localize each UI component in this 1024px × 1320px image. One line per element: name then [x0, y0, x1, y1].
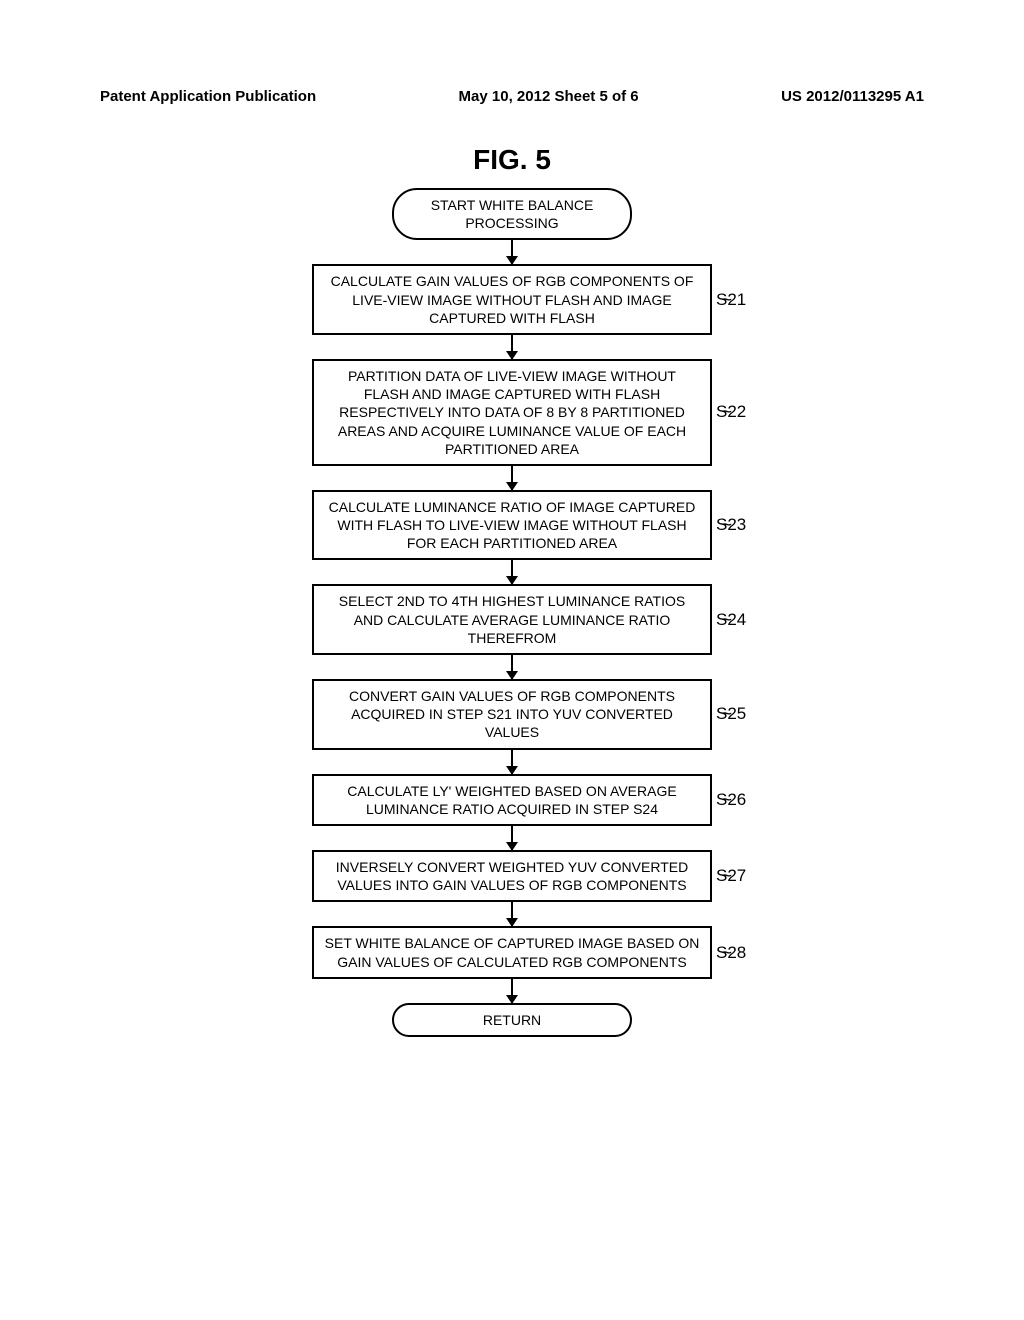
start-text: START WHITE BALANCEPROCESSING — [431, 197, 594, 231]
end-terminal: RETURN — [392, 1003, 632, 1037]
start-terminal: START WHITE BALANCEPROCESSING — [392, 188, 632, 240]
step-label-s21: S21 — [716, 290, 746, 310]
arrow — [511, 335, 513, 359]
process-text: SET WHITE BALANCE OF CAPTURED IMAGE BASE… — [325, 935, 700, 969]
arrow — [511, 655, 513, 679]
header-left: Patent Application Publication — [100, 88, 316, 105]
header-right: US 2012/0113295 A1 — [781, 88, 924, 105]
arrow — [511, 560, 513, 584]
process-s27: INVERSELY CONVERT WEIGHTED YUV CONVERTED… — [312, 850, 712, 902]
arrow — [511, 750, 513, 774]
step-wrapper-s26: CALCULATE LY' WEIGHTED BASED ON AVERAGE … — [272, 774, 752, 826]
header-center: May 10, 2012 Sheet 5 of 6 — [459, 88, 639, 105]
process-text: PARTITION DATA OF LIVE-VIEW IMAGE WITHOU… — [338, 368, 686, 457]
step-wrapper-s24: SELECT 2ND TO 4TH HIGHEST LUMINANCE RATI… — [272, 584, 752, 655]
step-label-s26: S26 — [716, 790, 746, 810]
step-label-s22: S22 — [716, 402, 746, 422]
process-s21: CALCULATE GAIN VALUES OF RGB COMPONENTS … — [312, 264, 712, 335]
process-s22: PARTITION DATA OF LIVE-VIEW IMAGE WITHOU… — [312, 359, 712, 466]
process-s24: SELECT 2ND TO 4TH HIGHEST LUMINANCE RATI… — [312, 584, 712, 655]
process-text: INVERSELY CONVERT WEIGHTED YUV CONVERTED… — [336, 859, 688, 893]
arrow — [511, 902, 513, 926]
flowchart: START WHITE BALANCEPROCESSING CALCULATE … — [272, 188, 752, 1037]
arrow — [511, 826, 513, 850]
process-s28: SET WHITE BALANCE OF CAPTURED IMAGE BASE… — [312, 926, 712, 978]
end-text: RETURN — [483, 1012, 541, 1028]
step-wrapper-s23: CALCULATE LUMINANCE RATIO OF IMAGE CAPTU… — [272, 490, 752, 561]
step-label-s25: S25 — [716, 704, 746, 724]
step-label-s28: S28 — [716, 943, 746, 963]
patent-header: Patent Application Publication May 10, 2… — [0, 88, 1024, 105]
process-s25: CONVERT GAIN VALUES OF RGB COMPONENTS AC… — [312, 679, 712, 750]
figure-title: FIG. 5 — [473, 144, 551, 176]
step-label-s24: S24 — [716, 610, 746, 630]
process-text: SELECT 2ND TO 4TH HIGHEST LUMINANCE RATI… — [339, 593, 685, 645]
process-s26: CALCULATE LY' WEIGHTED BASED ON AVERAGE … — [312, 774, 712, 826]
step-label-s27: S27 — [716, 866, 746, 886]
step-wrapper-s21: CALCULATE GAIN VALUES OF RGB COMPONENTS … — [272, 264, 752, 335]
process-text: CONVERT GAIN VALUES OF RGB COMPONENTS AC… — [349, 688, 675, 740]
step-wrapper-s27: INVERSELY CONVERT WEIGHTED YUV CONVERTED… — [272, 850, 752, 902]
process-s23: CALCULATE LUMINANCE RATIO OF IMAGE CAPTU… — [312, 490, 712, 561]
step-label-s23: S23 — [716, 515, 746, 535]
arrow — [511, 240, 513, 264]
step-wrapper-s25: CONVERT GAIN VALUES OF RGB COMPONENTS AC… — [272, 679, 752, 750]
arrow — [511, 979, 513, 1003]
step-wrapper-s22: PARTITION DATA OF LIVE-VIEW IMAGE WITHOU… — [272, 359, 752, 466]
arrow — [511, 466, 513, 490]
process-text: CALCULATE LY' WEIGHTED BASED ON AVERAGE … — [347, 783, 676, 817]
process-text: CALCULATE GAIN VALUES OF RGB COMPONENTS … — [331, 273, 694, 325]
step-wrapper-s28: SET WHITE BALANCE OF CAPTURED IMAGE BASE… — [272, 926, 752, 978]
process-text: CALCULATE LUMINANCE RATIO OF IMAGE CAPTU… — [329, 499, 696, 551]
